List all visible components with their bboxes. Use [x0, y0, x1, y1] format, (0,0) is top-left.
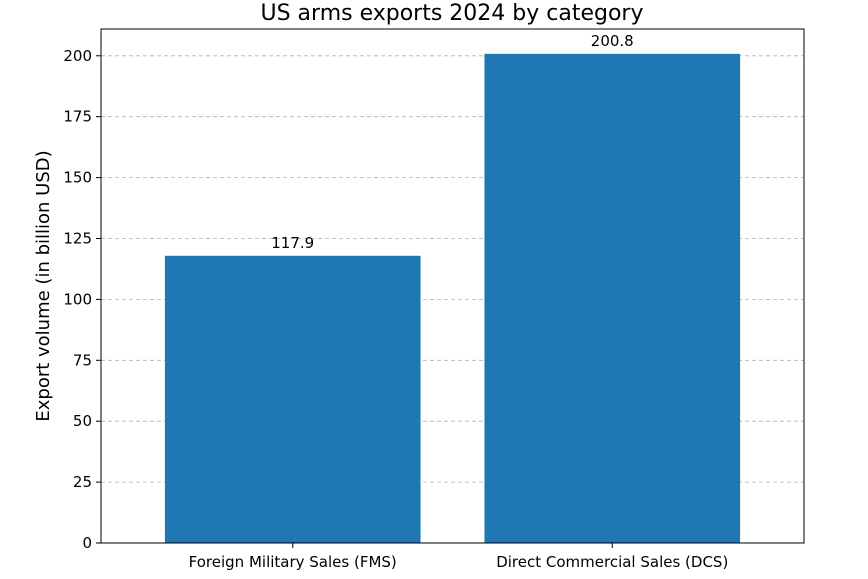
- y-axis-label: Export volume (in billion USD): [33, 150, 54, 421]
- y-axis-ticks: 0 25 50 75 100 125 150 175 200: [63, 47, 101, 552]
- y-tick-label: 125: [63, 229, 92, 247]
- data-labels: 117.9 200.8: [271, 32, 633, 252]
- y-tick-label: 100: [63, 290, 92, 308]
- bars: [164, 53, 741, 544]
- bar: [164, 255, 421, 543]
- y-tick-label: 200: [63, 47, 92, 65]
- plot-frame: [100, 28, 805, 544]
- bar-value-label: 200.8: [591, 32, 634, 50]
- x-tick-label: Foreign Military Sales (FMS): [189, 553, 397, 571]
- y-tick-label: 175: [63, 108, 92, 126]
- x-tick-label: Direct Commercial Sales (DCS): [496, 553, 728, 571]
- chart-title: US arms exports 2024 by category: [261, 1, 644, 26]
- bar-value-label: 117.9: [271, 234, 314, 252]
- y-tick-label: 75: [73, 351, 92, 369]
- bar: [484, 53, 741, 544]
- x-axis-ticks: Foreign Military Sales (FMS) Direct Comme…: [189, 543, 728, 571]
- y-tick-label: 150: [63, 169, 92, 187]
- y-tick-label: 0: [82, 534, 92, 552]
- y-tick-label: 25: [73, 473, 92, 491]
- y-tick-label: 50: [73, 412, 92, 430]
- grid-lines: [101, 55, 804, 483]
